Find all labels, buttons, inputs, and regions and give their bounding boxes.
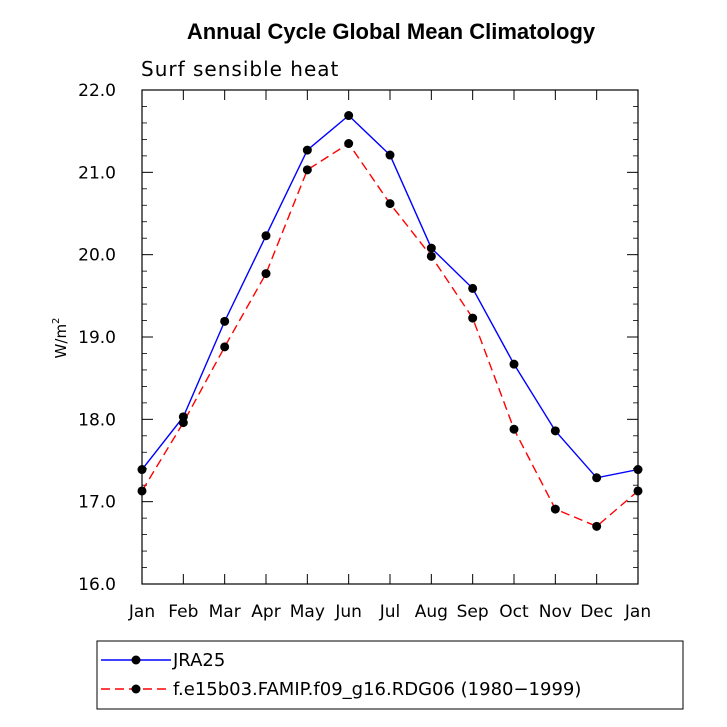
data-point-series-1 [426,251,436,261]
series-layer [137,111,643,531]
legend-item-1: f.e15b03.FAMIP.f09_g16.RDG06 (1980−1999) [101,679,581,700]
data-point-series-0 [178,412,188,422]
x-tick-label: Jan [128,602,155,622]
x-tick-label: Nov [539,602,572,622]
chart-title: Annual Cycle Global Mean Climatology [187,19,596,44]
data-point-series-1 [302,165,312,175]
data-point-series-1 [261,269,271,279]
data-point-series-1 [220,342,230,352]
legend-label-1: f.e15b03.FAMIP.f09_g16.RDG06 (1980−1999) [173,679,581,700]
x-tick-label: Sep [457,602,489,622]
x-tick-label: Mar [209,602,241,622]
axis-ticks [141,89,639,585]
data-point-series-1 [385,199,395,209]
data-point-series-0 [592,473,602,483]
data-point-series-1 [592,521,602,531]
x-tick-label: Apr [251,602,280,622]
y-axis-label-text: W/m [52,324,70,359]
x-tick-label: May [290,602,325,622]
y-tick-label: 16.0 [78,575,116,595]
data-point-series-0 [220,316,230,326]
legend: JRA25 f.e15b03.FAMIP.f09_g16.RDG06 (1980… [96,640,684,710]
y-tick-label: 17.0 [78,493,116,513]
y-tick-label: 22.0 [78,81,116,101]
y-axis-label: W/m2 [51,318,70,359]
x-tick-label: Feb [168,602,198,622]
data-point-series-1 [468,313,478,323]
data-point-series-1 [344,139,354,149]
plot-frame [141,89,639,585]
x-tick-label: Aug [415,602,448,622]
x-tick-label: Jul [379,602,401,622]
legend-label-0: JRA25 [172,650,225,671]
data-point-series-0 [550,426,560,436]
legend-item-0: JRA25 [101,650,225,671]
x-tick-label: Oct [499,602,529,622]
data-point-series-1 [550,504,560,514]
legend-marker-1 [131,684,141,694]
x-tick-label: Jun [334,602,362,622]
x-tick-label: Jan [624,602,651,622]
series-line-0 [141,114,639,479]
y-axis-label-superscript: 2 [51,318,62,324]
x-tick-label: Dec [580,602,613,622]
y-tick-label: 18.0 [78,410,116,430]
data-point-series-0 [426,243,436,253]
y-tick-label: 20.0 [78,246,116,266]
data-point-series-1 [509,424,519,434]
legend-marker-0 [131,655,141,665]
data-point-series-0 [261,231,271,241]
chart-subtitle: Surf sensible heat [141,57,339,81]
data-point-series-0 [385,150,395,160]
data-point-series-0 [344,111,354,121]
data-point-series-0 [468,283,478,293]
data-point-series-0 [302,145,312,155]
legend-box [96,640,684,710]
y-tick-label: 21.0 [78,163,116,183]
svg-text:W/m2: W/m2 [51,318,70,359]
tick-labels: Jan Feb Mar Apr May Jun Jul Aug Sep Oct Nov Dec Jan 1… [78,81,651,622]
data-point-series-0 [509,359,519,369]
y-tick-label: 19.0 [78,328,116,348]
